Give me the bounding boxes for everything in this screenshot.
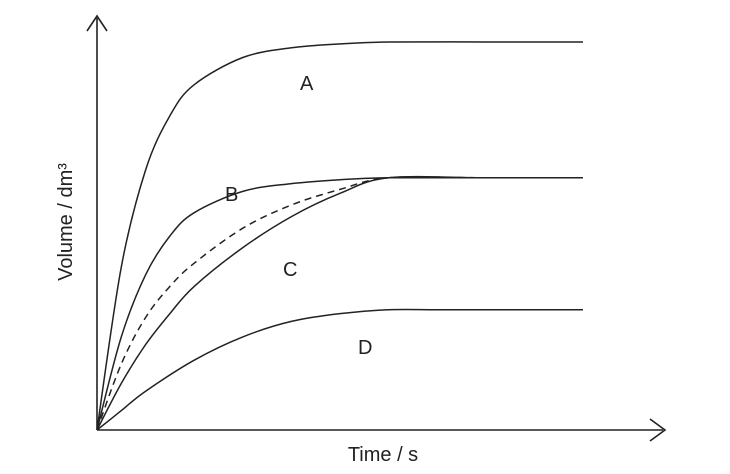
y-axis-arrow-icon — [86, 14, 108, 32]
series-a-line — [96, 41, 583, 431]
x-axis-arrow-icon — [649, 418, 667, 442]
series-dashed-line — [96, 176, 583, 431]
series-c-line — [96, 175, 583, 431]
series-group — [96, 41, 583, 431]
series-labels: A B C D — [225, 73, 372, 359]
series-b-label: B — [225, 184, 238, 206]
series-b-line — [96, 176, 583, 431]
y-axis — [86, 14, 108, 430]
series-d-label: D — [358, 337, 372, 359]
x-axis-label: Time / s — [348, 444, 418, 466]
series-c-label: C — [283, 259, 297, 281]
y-axis-label: Volume / dm³ — [55, 163, 77, 281]
series-a-label: A — [300, 73, 314, 95]
x-axis — [97, 418, 667, 442]
series-d-line — [96, 308, 583, 431]
